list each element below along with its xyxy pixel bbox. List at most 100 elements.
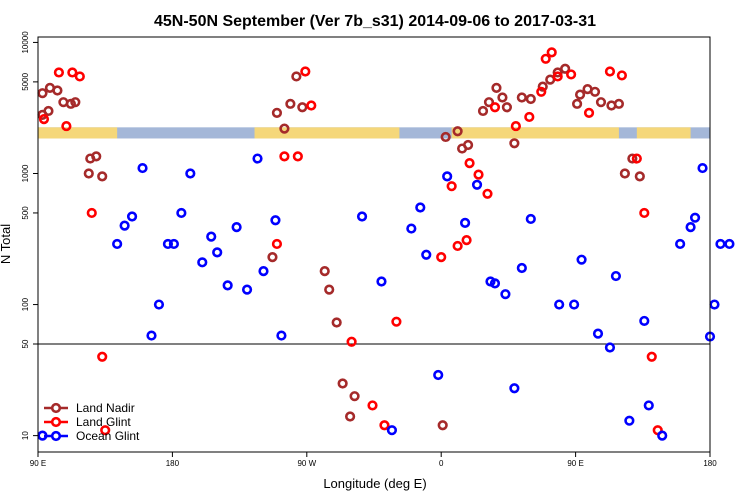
land-nadir-point (574, 89, 586, 100)
ocean-glint-point (162, 238, 174, 250)
ocean-glint-point (697, 162, 708, 174)
ocean-glint-point (258, 266, 269, 277)
land-nadir-point (552, 67, 563, 78)
ocean-glint-point (525, 213, 536, 225)
land-nadir-point (285, 98, 296, 109)
ocean-glint-point (168, 238, 179, 250)
ocean-glint-point (685, 221, 696, 233)
ocean-glint-point (126, 211, 138, 222)
land-band (636, 127, 691, 139)
y-tick-label: 50 (21, 339, 30, 348)
ocean-glint-point (433, 369, 444, 381)
ocean-glint-point (356, 211, 368, 222)
surface-band (38, 127, 710, 139)
land-glint-point (546, 47, 557, 58)
land-nadir-point (462, 139, 474, 151)
land-nadir-point (297, 102, 308, 113)
ocean-glint-point (675, 238, 686, 250)
land-nadir-point (279, 123, 290, 134)
land-glint-point (346, 336, 357, 347)
land-glint-point (536, 86, 547, 97)
series-ocean-glint (37, 153, 735, 441)
ocean-glint-point (709, 299, 720, 310)
legend-marker-land-nadir (50, 402, 62, 414)
land-nadir-point (509, 138, 520, 149)
ocean-glint-point (406, 223, 417, 234)
y-tick-label: 500 (21, 206, 30, 220)
land-nadir-point (324, 284, 335, 295)
ocean-glint-point (554, 299, 565, 310)
land-nadir-point (37, 88, 48, 99)
y-axis-title: N Total (0, 224, 13, 264)
land-glint-point (53, 67, 65, 78)
land-glint-point (292, 151, 303, 162)
ocean-glint-point (569, 299, 580, 310)
land-nadir-point (97, 171, 108, 182)
land-nadir-point (613, 98, 625, 109)
x-tick-label: 180 (166, 459, 180, 468)
ocean-glint-point (119, 220, 130, 231)
land-nadir-point (271, 107, 283, 118)
series-layer (37, 47, 735, 441)
y-tick-label: 5000 (21, 72, 30, 90)
land-nadir-point (83, 168, 94, 179)
land-glint-point (446, 181, 457, 192)
land-glint-point (38, 114, 50, 125)
land-glint-point (639, 207, 650, 219)
land-glint-point (489, 102, 501, 113)
chart-title: 45N-50N September (Ver 7b_s31) 2014-09-0… (154, 13, 596, 30)
x-tick-label: 90 W (297, 459, 316, 468)
land-nadir-point (440, 131, 451, 143)
land-nadir-point (477, 105, 489, 117)
ocean-glint-point (715, 238, 726, 250)
land-nadir-point (452, 126, 463, 137)
x-tick-label: 90 E (30, 459, 46, 468)
x-tick-label: 90 E (567, 459, 583, 468)
ocean-glint-point (610, 270, 622, 282)
land-glint-point (452, 240, 463, 252)
legend-marker-ocean-glint (50, 430, 62, 442)
land-glint-point (300, 66, 311, 77)
land-glint-point (510, 120, 521, 132)
ocean-glint-point (724, 238, 735, 250)
ocean-glint-point (137, 162, 148, 174)
ocean-glint-point (624, 415, 635, 426)
legend-marker-land-glint (50, 416, 62, 428)
ocean-glint-point (241, 284, 253, 295)
x-tick-label: 180 (703, 459, 717, 468)
ocean-glint-point (197, 257, 208, 268)
land-nadir-point (52, 85, 63, 96)
ocean-glint-point (604, 342, 616, 353)
ocean-glint-point (442, 171, 453, 182)
land-glint-point (646, 351, 657, 362)
land-glint-point (540, 53, 551, 64)
land-glint-point (461, 235, 472, 246)
land-nadir-point (267, 252, 278, 263)
land-nadir-point (319, 266, 330, 277)
ocean-glint-point (421, 249, 432, 260)
land-glint-point (473, 169, 484, 180)
land-nadir-point (43, 105, 54, 117)
ocean-glint-point (471, 179, 483, 190)
land-nadir-point (589, 86, 601, 97)
legend-label-land-nadir: Land Nadir (76, 401, 135, 415)
ocean-glint-point (112, 238, 123, 250)
x-axis: 90 E 180 90 W 0 90 E 180 (30, 452, 717, 468)
land-glint-point (279, 151, 290, 162)
ocean-glint-point (206, 231, 217, 242)
y-tick-label: 10000 (21, 31, 30, 54)
ocean-glint-point (176, 207, 187, 219)
land-nadir-point (331, 317, 342, 328)
ocean-glint-point (516, 262, 527, 274)
land-glint-point (616, 70, 627, 81)
legend-label-land-glint: Land Glint (76, 415, 131, 429)
land-nadir-point (91, 151, 102, 162)
land-glint-point (524, 111, 535, 123)
land-glint-point (86, 207, 97, 219)
x-tick-label: 0 (439, 459, 444, 468)
series-land-glint (38, 47, 663, 436)
land-nadir-point (525, 93, 536, 105)
land-glint-point (61, 120, 72, 132)
ocean-glint-point (276, 330, 287, 341)
